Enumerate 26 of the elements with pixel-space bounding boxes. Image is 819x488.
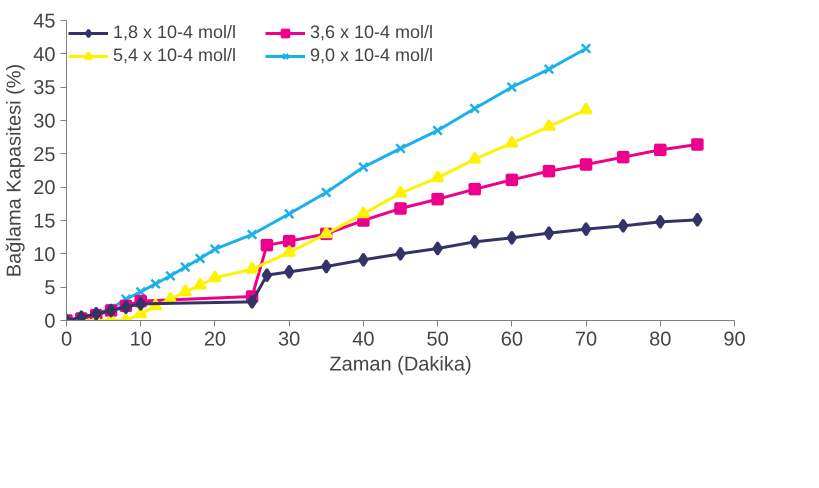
legend-label: 9,0 x 10-4 mol/l bbox=[310, 45, 434, 66]
y-tick-label: 40 bbox=[33, 44, 56, 66]
x-tick-label: 40 bbox=[352, 328, 375, 350]
y-tick-label: 10 bbox=[33, 244, 56, 266]
y-tick-label: 45 bbox=[33, 10, 56, 32]
y-tick-label: 0 bbox=[44, 310, 56, 332]
x-tick-label: 70 bbox=[574, 328, 598, 350]
x-tick-label: 20 bbox=[204, 328, 226, 350]
x-tick-label: 10 bbox=[130, 328, 152, 350]
x-tick-label: 0 bbox=[60, 328, 72, 350]
y-tick-label: 30 bbox=[33, 110, 56, 132]
y-axis-title: Bağlama Kapasitesi (%) bbox=[3, 64, 26, 278]
x-tick-label: 80 bbox=[649, 328, 672, 350]
legend-label: 5,4 x 10-4 mol/l bbox=[113, 45, 238, 66]
legend-label: 1,8 x 10-4 mol/l bbox=[113, 22, 238, 43]
y-tick-label: 5 bbox=[44, 277, 56, 300]
x-tick-label: 50 bbox=[426, 328, 449, 350]
x-tick-label: 30 bbox=[278, 328, 300, 350]
y-tick-label: 25 bbox=[33, 144, 56, 166]
y-tick-label: 35 bbox=[33, 77, 56, 100]
y-tick-label: 20 bbox=[33, 177, 56, 200]
legend-label: 3,6 x 10-4 mol/l bbox=[310, 22, 434, 43]
x-tick-label: 60 bbox=[500, 328, 523, 350]
x-tick-label: 90 bbox=[723, 328, 746, 350]
x-axis-title: Zaman (Dakika) bbox=[329, 354, 472, 376]
y-tick-label: 15 bbox=[33, 210, 56, 232]
